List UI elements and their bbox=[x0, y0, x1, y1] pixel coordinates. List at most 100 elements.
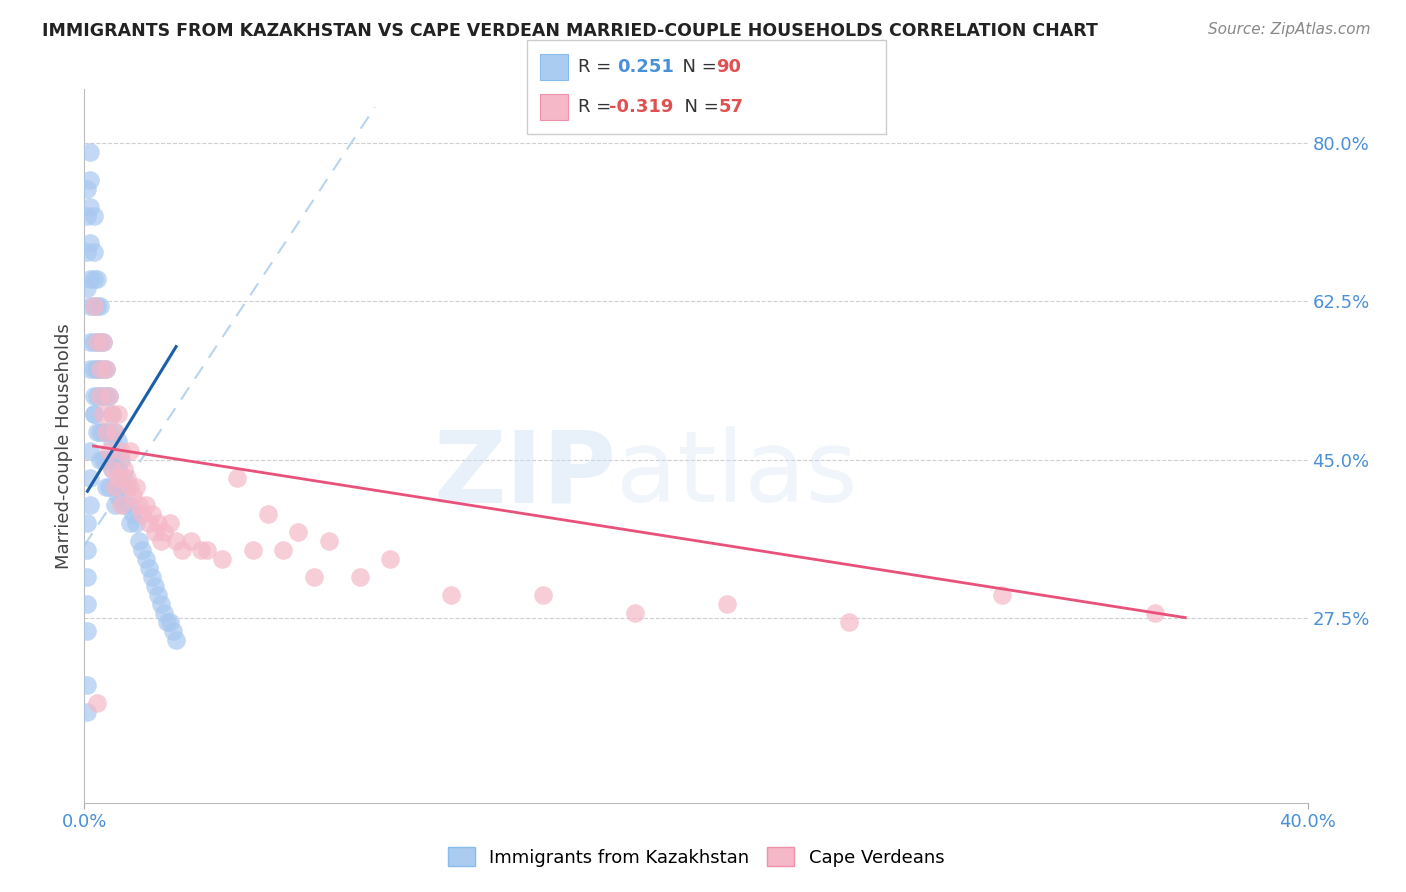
Point bbox=[97, 425, 120, 440]
Point bbox=[162, 624, 184, 639]
Text: N =: N = bbox=[671, 58, 723, 76]
Point bbox=[110, 480, 132, 494]
Point bbox=[89, 389, 111, 403]
Point bbox=[242, 542, 264, 557]
Point bbox=[112, 461, 135, 475]
Point bbox=[94, 452, 117, 467]
Point bbox=[104, 498, 127, 512]
Point bbox=[287, 524, 309, 539]
Point bbox=[101, 461, 124, 475]
Point bbox=[120, 443, 142, 458]
Point bbox=[86, 362, 108, 376]
Point bbox=[86, 299, 108, 313]
Text: ZIP: ZIP bbox=[433, 426, 616, 523]
Point bbox=[83, 209, 105, 223]
Point bbox=[101, 434, 124, 449]
Point bbox=[271, 542, 294, 557]
Point bbox=[79, 498, 101, 512]
Point bbox=[86, 425, 108, 440]
Point bbox=[94, 480, 117, 494]
Point bbox=[97, 443, 120, 458]
Point bbox=[91, 335, 114, 350]
Point bbox=[76, 597, 98, 611]
Legend: Immigrants from Kazakhstan, Cape Verdeans: Immigrants from Kazakhstan, Cape Verdean… bbox=[439, 838, 953, 876]
Point bbox=[159, 516, 181, 530]
Point bbox=[94, 425, 117, 440]
Point bbox=[104, 425, 127, 440]
Point bbox=[79, 335, 101, 350]
Point bbox=[94, 362, 117, 376]
Point bbox=[120, 516, 142, 530]
Point bbox=[318, 533, 340, 548]
Point bbox=[991, 588, 1014, 602]
Point bbox=[440, 588, 463, 602]
Point bbox=[83, 408, 105, 422]
Point bbox=[104, 480, 127, 494]
Point bbox=[122, 489, 145, 503]
Point bbox=[149, 533, 172, 548]
Point bbox=[143, 579, 166, 593]
Point bbox=[190, 542, 212, 557]
Point bbox=[83, 244, 105, 259]
Point bbox=[110, 452, 132, 467]
Point bbox=[86, 272, 108, 286]
Point bbox=[195, 542, 218, 557]
Point bbox=[89, 299, 111, 313]
Point bbox=[128, 498, 150, 512]
Point bbox=[91, 452, 114, 467]
Point bbox=[716, 597, 738, 611]
Point bbox=[104, 480, 127, 494]
Point bbox=[149, 597, 172, 611]
Point bbox=[86, 335, 108, 350]
Point bbox=[122, 507, 145, 521]
Point bbox=[180, 533, 202, 548]
Text: Source: ZipAtlas.com: Source: ZipAtlas.com bbox=[1208, 22, 1371, 37]
Point bbox=[83, 408, 105, 422]
Point bbox=[76, 244, 98, 259]
Point bbox=[172, 542, 194, 557]
Point bbox=[89, 452, 111, 467]
Point bbox=[107, 461, 129, 475]
Text: N =: N = bbox=[673, 98, 725, 116]
Text: -0.319: -0.319 bbox=[609, 98, 673, 116]
Point bbox=[131, 507, 153, 521]
Text: R =: R = bbox=[578, 98, 617, 116]
Point bbox=[89, 389, 111, 403]
Point bbox=[125, 480, 148, 494]
Point bbox=[79, 470, 101, 484]
Point bbox=[107, 434, 129, 449]
Text: atlas: atlas bbox=[616, 426, 858, 523]
Point bbox=[91, 389, 114, 403]
Point bbox=[76, 516, 98, 530]
Point bbox=[110, 498, 132, 512]
Point bbox=[89, 425, 111, 440]
Point bbox=[79, 272, 101, 286]
Point bbox=[115, 480, 138, 494]
Point bbox=[112, 498, 135, 512]
Point bbox=[97, 480, 120, 494]
Point bbox=[380, 552, 402, 566]
Point bbox=[79, 172, 101, 186]
Point bbox=[79, 200, 101, 214]
Point bbox=[211, 552, 233, 566]
Point bbox=[165, 633, 187, 648]
Point bbox=[76, 678, 98, 692]
Point bbox=[135, 552, 157, 566]
Point bbox=[156, 615, 179, 629]
Point bbox=[91, 408, 114, 422]
Point bbox=[226, 470, 249, 484]
Point bbox=[79, 443, 101, 458]
Point bbox=[107, 470, 129, 484]
Point bbox=[110, 443, 132, 458]
Point bbox=[79, 145, 101, 160]
Point bbox=[146, 588, 169, 602]
Point bbox=[83, 362, 105, 376]
Point bbox=[531, 588, 554, 602]
Point bbox=[125, 516, 148, 530]
Point bbox=[97, 389, 120, 403]
Text: IMMIGRANTS FROM KAZAKHSTAN VS CAPE VERDEAN MARRIED-COUPLE HOUSEHOLDS CORRELATION: IMMIGRANTS FROM KAZAKHSTAN VS CAPE VERDE… bbox=[42, 22, 1098, 40]
Point bbox=[86, 362, 108, 376]
Point bbox=[302, 570, 325, 584]
Point bbox=[104, 452, 127, 467]
Point bbox=[153, 606, 176, 620]
